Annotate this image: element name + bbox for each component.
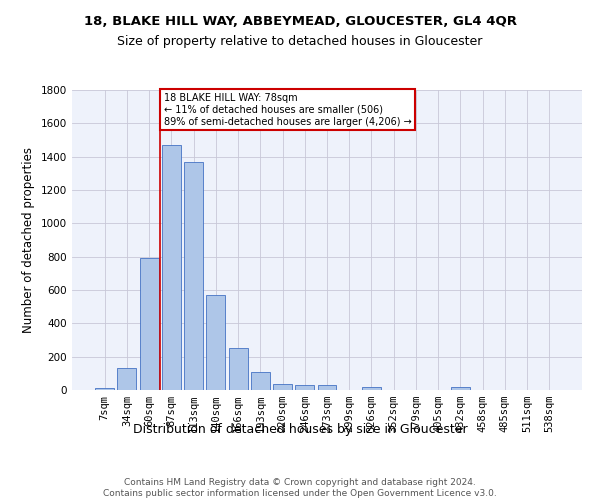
Text: Contains HM Land Registry data © Crown copyright and database right 2024.
Contai: Contains HM Land Registry data © Crown c…: [103, 478, 497, 498]
Bar: [118, 368, 136, 390]
Text: Size of property relative to detached houses in Gloucester: Size of property relative to detached ho…: [118, 35, 482, 48]
Bar: [184, 162, 203, 390]
Bar: [451, 386, 470, 390]
Bar: [295, 385, 314, 390]
Y-axis label: Number of detached properties: Number of detached properties: [22, 147, 35, 333]
Bar: [95, 388, 114, 390]
Bar: [362, 386, 381, 390]
Bar: [162, 145, 181, 390]
Bar: [140, 258, 158, 390]
Bar: [206, 295, 225, 390]
Text: 18, BLAKE HILL WAY, ABBEYMEAD, GLOUCESTER, GL4 4QR: 18, BLAKE HILL WAY, ABBEYMEAD, GLOUCESTE…: [83, 15, 517, 28]
Bar: [273, 384, 292, 390]
Bar: [229, 348, 248, 390]
Text: 18 BLAKE HILL WAY: 78sqm
← 11% of detached houses are smaller (506)
89% of semi-: 18 BLAKE HILL WAY: 78sqm ← 11% of detach…: [164, 94, 412, 126]
Text: Distribution of detached houses by size in Gloucester: Distribution of detached houses by size …: [133, 422, 467, 436]
Bar: [317, 385, 337, 390]
Bar: [251, 372, 270, 390]
